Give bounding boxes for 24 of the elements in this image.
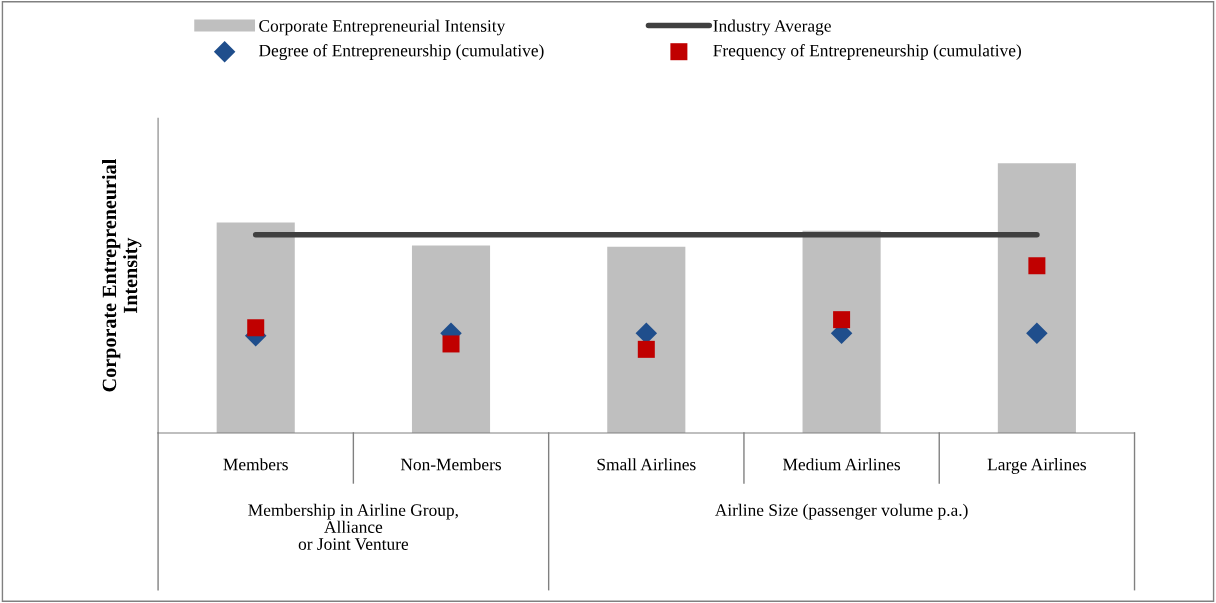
- bar: [411, 245, 491, 433]
- text: Airline Size (passenger volume p.a.): [714, 503, 968, 520]
- y-axis-title: Corporate Entrepreneurial Intensity: [102, 159, 142, 392]
- legend-label: Industry Average: [713, 19, 831, 36]
- text: Membership in Airline Group, Alliance or Joint Venture: [248, 503, 458, 550]
- x-tick-label: Medium Airlines: [783, 458, 901, 471]
- point: [1026, 322, 1048, 344]
- bar: [997, 163, 1076, 433]
- x-tick-label: Members: [223, 458, 288, 471]
- point: [1028, 257, 1046, 275]
- point: [442, 335, 460, 353]
- legend-label: Degree of Entrepreneurship (cumulative): [258, 44, 544, 61]
- x-tick-label: Small Airlines: [597, 458, 696, 471]
- x-tick-label: Non-Members: [400, 458, 502, 471]
- bar: [216, 222, 295, 433]
- point: [635, 322, 658, 344]
- bar: [607, 246, 686, 433]
- x-tick-label: Large Airlines: [987, 458, 1086, 474]
- legend-label: Corporate Entrepreneurial Intensity: [259, 19, 506, 36]
- bar: [802, 230, 881, 433]
- legend-label: Frequency of Entrepreneurship (cumulative): [713, 44, 1021, 61]
- point: [833, 311, 851, 329]
- point: [637, 340, 655, 358]
- point: [247, 319, 265, 337]
